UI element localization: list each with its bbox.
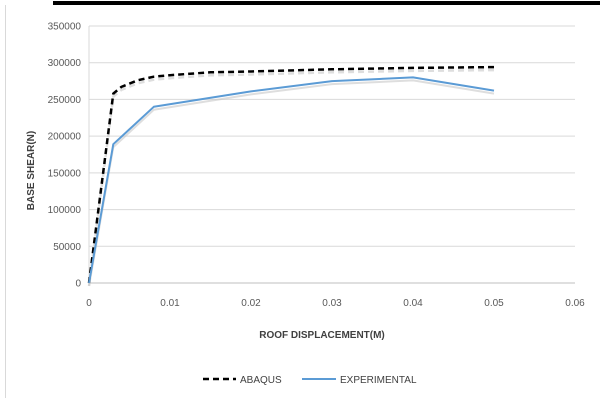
gridlines xyxy=(89,25,575,247)
y-tick-label: 0 xyxy=(75,279,81,290)
legend: ABAQUS EXPERIMENTAL xyxy=(203,375,417,386)
series-line-experimental xyxy=(88,76,495,284)
series-shadow-abaqus xyxy=(87,68,495,287)
chart-frame-border xyxy=(5,5,6,398)
x-tick-label: 0.05 xyxy=(484,298,504,309)
y-tick-label: 250000 xyxy=(48,95,82,106)
y-tick-label: 200000 xyxy=(48,132,82,143)
x-tick-label: 0.04 xyxy=(403,298,423,309)
y-axis-title: BASE SHEAR(N) xyxy=(26,131,37,210)
x-axis-title: ROOF DISPLACEMENT(M) xyxy=(259,330,385,341)
y-tick-label: 350000 xyxy=(48,22,82,33)
x-tick-label: 0.01 xyxy=(160,298,180,309)
axes xyxy=(88,26,575,284)
x-tick-label: 0.03 xyxy=(322,298,342,309)
y-tick-label: 100000 xyxy=(48,205,82,216)
y-tick-label: 50000 xyxy=(53,242,81,253)
x-tick-label: 0.06 xyxy=(565,298,585,309)
top-rule xyxy=(53,1,600,5)
y-tick-label: 150000 xyxy=(48,168,82,179)
legend-label-experimental: EXPERIMENTAL xyxy=(340,375,417,386)
x-tick-label: 0.02 xyxy=(241,298,261,309)
tick-labels: 0 50000 100000 150000 200000 250000 300000 3500… xyxy=(48,22,586,310)
series-line-abaqus xyxy=(87,65,495,284)
legend-label-abaqus: ABAQUS xyxy=(240,375,282,386)
series-lines xyxy=(87,65,495,287)
y-tick-label: 300000 xyxy=(48,58,82,69)
x-tick-label: 0 xyxy=(86,298,92,309)
